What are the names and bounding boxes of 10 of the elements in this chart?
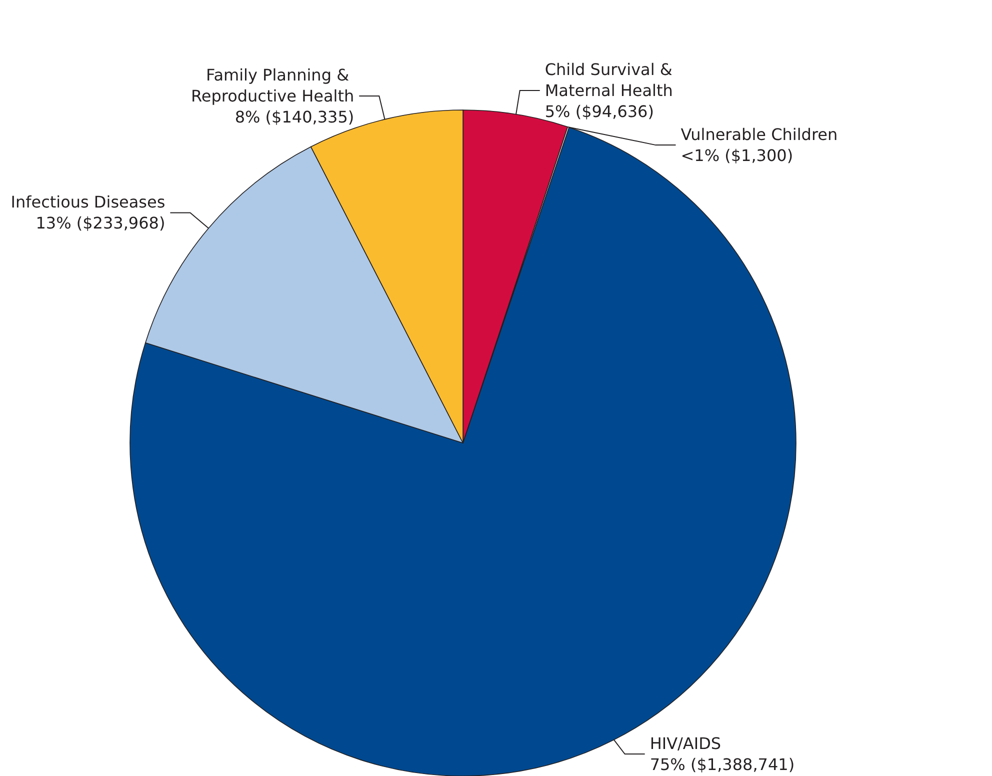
data-label: 8% ($140,335) (234, 107, 354, 126)
slice-label: Vulnerable Children (680, 125, 838, 144)
data-label: 75% ($1,388,741) (650, 755, 795, 774)
slice-label: Child Survival & Maternal Health (544, 60, 678, 100)
slice-label: Family Planning & Reproductive Health (190, 65, 354, 106)
data-label: 5% ($94,636) (544, 102, 654, 122)
data-label: <1% ($1,300) (680, 146, 794, 166)
slice-label: Infectious Diseases (10, 192, 166, 212)
data-label: 13% ($233,968) (36, 214, 166, 233)
slice-label: HIV/AIDS (650, 734, 722, 753)
